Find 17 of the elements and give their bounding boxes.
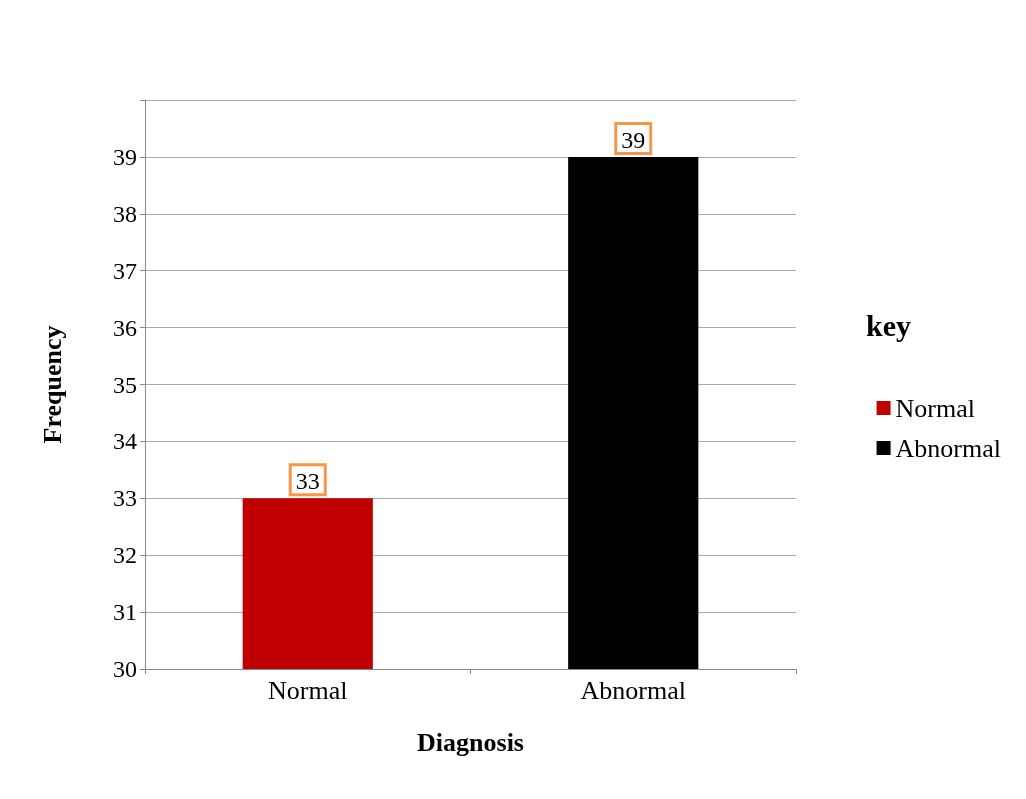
x-axis-title: Diagnosis — [417, 727, 524, 757]
y-tick-label: 31 — [113, 599, 137, 626]
y-tick-label: 32 — [113, 542, 137, 569]
y-tick-label: 34 — [113, 428, 137, 455]
y-axis-title: Frequency — [37, 325, 67, 444]
data-label: 33 — [295, 468, 320, 495]
y-tick-label: 30 — [113, 656, 137, 682]
y-tick-label: 35 — [113, 371, 137, 398]
legend-label: Abnormal — [895, 433, 1001, 463]
y-tick-label: 37 — [113, 257, 137, 284]
y-tick-label: 33 — [113, 485, 137, 512]
data-label: 39 — [621, 126, 646, 153]
y-tick-label: 38 — [113, 200, 137, 227]
y-tick-label: 39 — [113, 143, 137, 170]
legend-title: key — [866, 308, 911, 342]
legend-label: Normal — [895, 393, 975, 423]
y-tick-label: 36 — [113, 314, 137, 341]
